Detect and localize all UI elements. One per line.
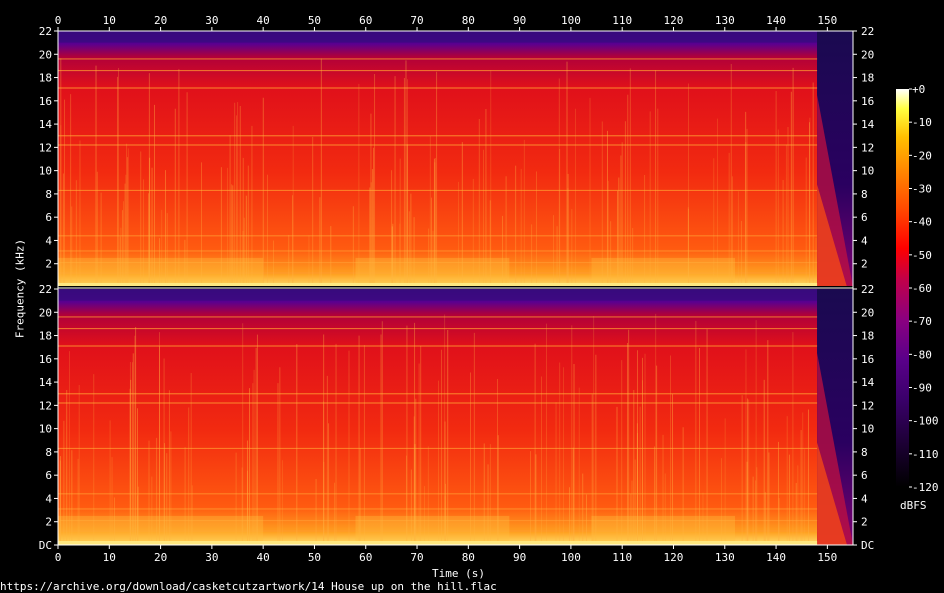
colorbar-tick-label: -10 — [912, 116, 932, 129]
y-tick-label-right: 6 — [861, 469, 868, 482]
y-tick-label-left: 4 — [45, 492, 52, 505]
colorbar-tick-label: -90 — [912, 382, 932, 395]
y-tick-label-right: 22 — [861, 25, 874, 38]
colorbar-tick-label: -120 — [912, 481, 939, 494]
y-tick-label-left: 18 — [39, 330, 52, 343]
y-tick-label-right: 2 — [861, 516, 868, 529]
y-tick-label-right: 8 — [861, 446, 868, 459]
y-tick-label-right: 8 — [861, 188, 868, 201]
x-tick-label-top: 20 — [154, 14, 167, 27]
y-tick-label-left: 16 — [39, 95, 52, 108]
x-tick-label-top: 30 — [205, 14, 218, 27]
x-tick-label-bottom: 90 — [513, 551, 526, 564]
y-tick-label-left: 10 — [39, 165, 52, 178]
x-tick-label-bottom: 10 — [103, 551, 116, 564]
y-tick-label-left: 4 — [45, 234, 52, 247]
x-tick-label-top: 150 — [817, 14, 837, 27]
y-axis-label: Frequency (kHz) — [13, 238, 27, 339]
y-tick-label-right: 4 — [861, 492, 868, 505]
y-tick-label-right: 16 — [861, 353, 874, 366]
x-tick-label-top: 60 — [359, 14, 372, 27]
y-tick-label-right: 12 — [861, 141, 874, 154]
y-tick-label-left: 12 — [39, 399, 52, 412]
x-tick-label-bottom: 60 — [359, 551, 372, 564]
x-tick-label-top: 70 — [410, 14, 423, 27]
x-tick-label-top: 40 — [257, 14, 270, 27]
x-tick-label-top: 50 — [308, 14, 321, 27]
y-tick-label-right: 2 — [861, 258, 868, 271]
x-tick-label-bottom: 30 — [205, 551, 218, 564]
y-tick-label-right: 10 — [861, 165, 874, 178]
y-tick-label-left: 18 — [39, 72, 52, 85]
x-tick-label-top: 130 — [715, 14, 735, 27]
x-tick-label-bottom: 70 — [410, 551, 423, 564]
x-tick-label-top: 80 — [462, 14, 475, 27]
colorbar-label: dBFS — [900, 499, 927, 512]
colorbar-tick-label: -110 — [912, 448, 939, 461]
colorbar-tick-label: -100 — [912, 415, 939, 428]
y-tick-label-left: 20 — [39, 48, 52, 61]
x-tick-label-bottom: 100 — [561, 551, 581, 564]
y-tick-label-left: 14 — [39, 376, 53, 389]
y-tick-label-right: 18 — [861, 330, 874, 343]
y-tick-label-left: 14 — [39, 118, 53, 131]
x-tick-label-bottom: 120 — [664, 551, 684, 564]
colorbar — [896, 89, 909, 487]
y-tick-label-right: 20 — [861, 306, 874, 319]
y-tick-label-left: 16 — [39, 353, 52, 366]
colorbar-tick-label: -20 — [912, 149, 932, 162]
y-tick-label-right: 14 — [861, 118, 875, 131]
y-tick-label-right: 14 — [861, 376, 875, 389]
y-tick-label-left: 8 — [45, 188, 52, 201]
x-tick-label-bottom: 50 — [308, 551, 321, 564]
y-tick-label-right: 16 — [861, 95, 874, 108]
x-tick-label-bottom: 130 — [715, 551, 735, 564]
y-tick-label-right: 12 — [861, 399, 874, 412]
spectrogram-channel-1 — [57, 31, 853, 287]
x-tick-label-top: 120 — [664, 14, 684, 27]
x-tick-label-top: 90 — [513, 14, 526, 27]
colorbar-tick-label: -60 — [912, 282, 932, 295]
colorbar-tick-label: -40 — [912, 216, 932, 229]
x-tick-label-bottom: 110 — [612, 551, 632, 564]
colorbar-tick-label: -50 — [912, 249, 932, 262]
x-tick-label-top: 0 — [55, 14, 62, 27]
y-tick-label-left: 10 — [39, 423, 52, 436]
x-tick-label-bottom: 20 — [154, 551, 167, 564]
y-tick-label-left: 2 — [45, 516, 52, 529]
y-tick-label-left: 22 — [39, 283, 52, 296]
x-tick-label-top: 110 — [612, 14, 632, 27]
x-tick-label-bottom: 140 — [766, 551, 786, 564]
spectrogram-channel-2 — [58, 289, 853, 545]
colorbar-tick-label: +0 — [912, 83, 925, 96]
y-tick-label-left: DC — [39, 539, 52, 552]
y-tick-label-right: 6 — [861, 211, 868, 224]
y-tick-label-left: 6 — [45, 211, 52, 224]
x-tick-label-bottom: 80 — [462, 551, 475, 564]
y-tick-label-right: 20 — [861, 48, 874, 61]
colorbar-tick-label: -70 — [912, 315, 932, 328]
x-tick-label-bottom: 150 — [817, 551, 837, 564]
x-tick-label-top: 140 — [766, 14, 786, 27]
y-tick-label-right: 10 — [861, 423, 874, 436]
colorbar-tick-label: -30 — [912, 183, 932, 196]
x-tick-label-top: 10 — [103, 14, 116, 27]
y-tick-label-right: 18 — [861, 72, 874, 85]
x-axis-label: Time (s) — [432, 567, 485, 580]
y-tick-label-left: 12 — [39, 141, 52, 154]
y-tick-label-left: 8 — [45, 446, 52, 459]
x-tick-label-top: 100 — [561, 14, 581, 27]
colorbar-tick-label: -80 — [912, 348, 932, 361]
x-tick-label-bottom: 0 — [55, 551, 62, 564]
y-tick-label-left: 20 — [39, 306, 52, 319]
x-tick-label-bottom: 40 — [257, 551, 270, 564]
y-tick-label-right: 22 — [861, 283, 874, 296]
y-tick-label-left: 6 — [45, 469, 52, 482]
y-tick-label-left: 22 — [39, 25, 52, 38]
y-tick-label-right: 4 — [861, 234, 868, 247]
y-tick-label-left: 2 — [45, 258, 52, 271]
y-tick-label-right: DC — [861, 539, 874, 552]
source-url[interactable]: https://archive.org/download/casketcutza… — [0, 580, 497, 593]
